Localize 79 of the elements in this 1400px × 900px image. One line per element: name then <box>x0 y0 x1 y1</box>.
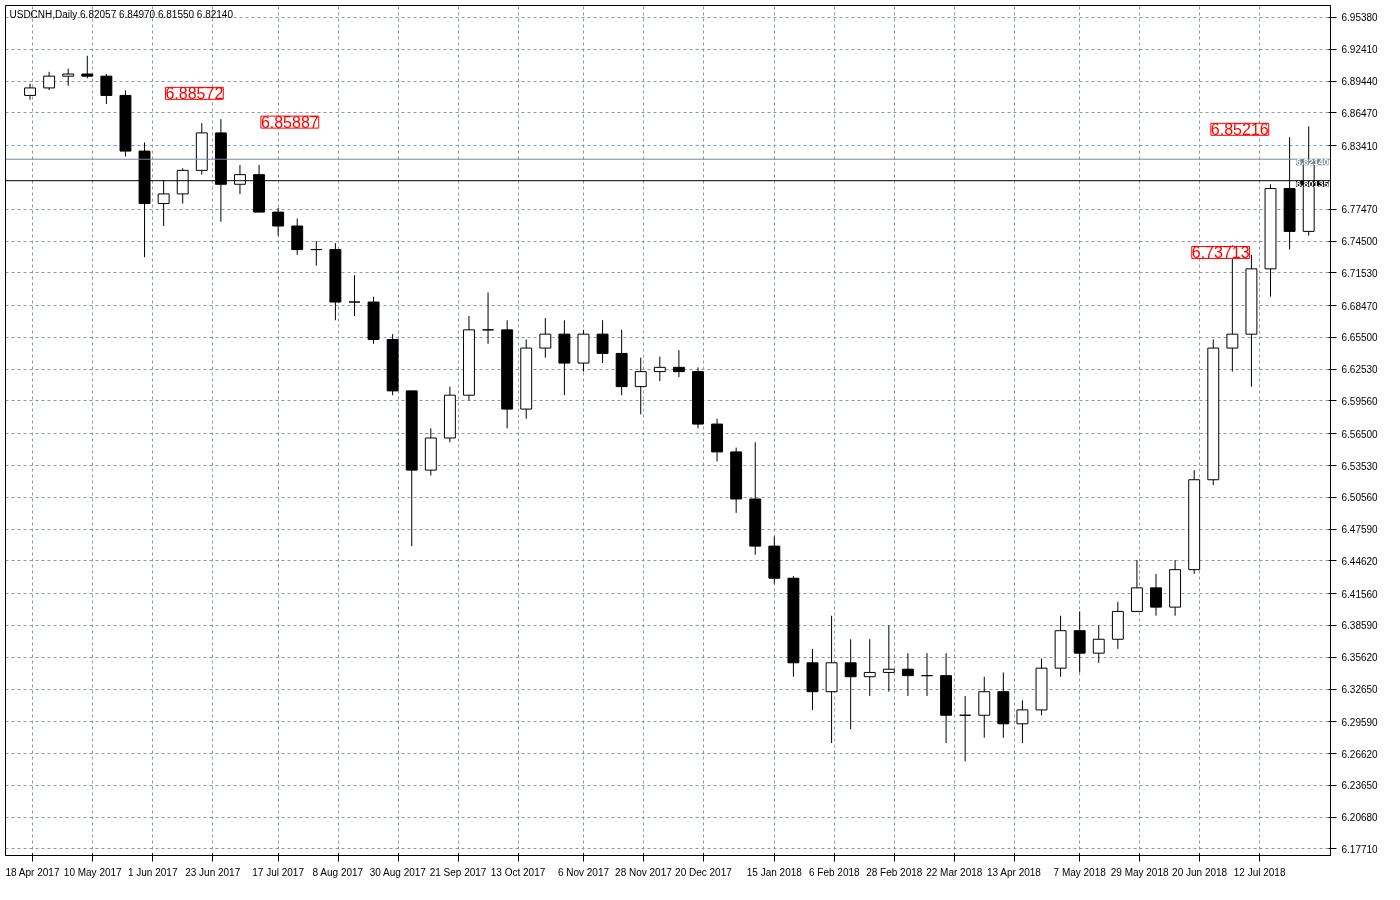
candlestick <box>1130 559 1143 612</box>
candlestick <box>100 73 113 105</box>
candlestick <box>882 624 895 693</box>
x-tick-label: 20 Dec 2017 <box>675 866 733 878</box>
y-tick-label: 6.65500 <box>1341 332 1379 344</box>
annotation: 6.85887 <box>260 114 319 132</box>
candlestick <box>310 240 323 267</box>
candlestick <box>43 71 56 91</box>
candlestick <box>81 55 94 79</box>
annotation: 6.73713 <box>1191 244 1250 262</box>
x-tick-label: 23 Jun 2017 <box>185 866 241 878</box>
x-tick-label: 7 May 2018 <box>1053 866 1107 878</box>
candlestick <box>596 319 609 364</box>
x-tick-label: 28 Nov 2017 <box>615 866 673 878</box>
y-tick-label: 6.86470 <box>1341 107 1379 119</box>
x-tick-label: 30 Aug 2017 <box>369 866 427 878</box>
x-tick-label: 1 Jun 2017 <box>127 866 178 878</box>
x-tick-label: 8 Aug 2017 <box>312 866 364 878</box>
y-tick-label: 6.23650 <box>1341 780 1379 792</box>
x-tick-label: 10 May 2017 <box>63 866 123 878</box>
candlestick <box>901 652 914 697</box>
y-tick-label: 6.92410 <box>1341 44 1379 56</box>
y-tick-label: 6.83410 <box>1341 140 1379 152</box>
y-tick-label: 6.56500 <box>1341 428 1379 440</box>
y-tick-label: 6.95380 <box>1341 12 1379 24</box>
y-tick-label: 6.26620 <box>1341 748 1379 760</box>
y-tick-label: 6.53530 <box>1341 460 1379 472</box>
x-tick-label: 12 Jul 2018 <box>1233 866 1286 878</box>
x-tick-label: 15 Jan 2018 <box>746 866 803 878</box>
x-tick-label: 13 Apr 2018 <box>987 866 1042 878</box>
candlestick <box>959 695 972 762</box>
y-tick-label: 6.50560 <box>1341 492 1379 504</box>
candlestick <box>653 356 666 382</box>
x-tick-label: 29 May 2018 <box>1110 866 1169 878</box>
y-tick-label: 6.47590 <box>1341 524 1379 536</box>
y-tick-label: 6.35620 <box>1341 652 1379 664</box>
candlestick <box>844 638 857 730</box>
y-tick-label: 6.38590 <box>1341 620 1379 632</box>
y-tick-label: 6.71530 <box>1341 267 1379 279</box>
candlestick <box>482 291 495 345</box>
candlestick <box>1073 610 1086 673</box>
x-tick-label: 21 Sep 2017 <box>429 866 487 878</box>
candlestick <box>863 638 876 697</box>
x-tick-label: 28 Feb 2018 <box>866 866 923 878</box>
y-tick-label: 6.44620 <box>1341 555 1379 567</box>
x-tick-label: 17 Jul 2017 <box>252 866 305 878</box>
annotation: 6.88572 <box>165 85 224 103</box>
candlestick <box>978 676 991 739</box>
y-tick-label: 6.17710 <box>1341 843 1379 855</box>
y-tick-label: 6.20680 <box>1341 812 1379 824</box>
candlestick <box>272 207 285 237</box>
y-tick-label: 6.89440 <box>1341 76 1379 88</box>
y-tick-label: 6.32650 <box>1341 684 1379 696</box>
y-tick-label: 6.41560 <box>1341 588 1379 600</box>
x-tick-label: 13 Oct 2017 <box>490 866 546 878</box>
ref-line-label: 6.82140 <box>1295 157 1329 168</box>
candlestick <box>921 652 933 697</box>
y-tick-label: 6.29590 <box>1341 716 1379 728</box>
y-tick-label: 6.74500 <box>1341 236 1379 248</box>
x-tick-label: 18 Apr 2017 <box>5 866 60 878</box>
candlestick <box>672 349 685 378</box>
candlestick <box>539 317 552 359</box>
ref-line-label: 6.80135 <box>1295 178 1329 189</box>
y-tick-label: 6.62530 <box>1341 364 1379 376</box>
y-tick-label: 6.68470 <box>1341 300 1379 312</box>
annotation: 6.85216 <box>1210 121 1269 139</box>
x-tick-label: 22 Mar 2018 <box>926 866 983 878</box>
y-tick-label: 6.59560 <box>1341 395 1379 407</box>
chart-title: USDCNH,Daily 6.82057 6.84970 6.81550 6.82140 <box>9 8 234 20</box>
x-tick-label: 6 Nov 2017 <box>557 866 610 878</box>
candlestick <box>291 218 304 256</box>
candlestick <box>634 357 647 415</box>
candlestick <box>1092 624 1105 664</box>
x-tick-label: 6 Feb 2018 <box>809 866 861 878</box>
x-tick-label: 20 Jun 2018 <box>1172 866 1228 878</box>
candlestick <box>1016 699 1029 744</box>
candlestick <box>1150 573 1162 617</box>
candlestick <box>348 274 361 317</box>
y-tick-label: 6.77470 <box>1341 204 1379 216</box>
